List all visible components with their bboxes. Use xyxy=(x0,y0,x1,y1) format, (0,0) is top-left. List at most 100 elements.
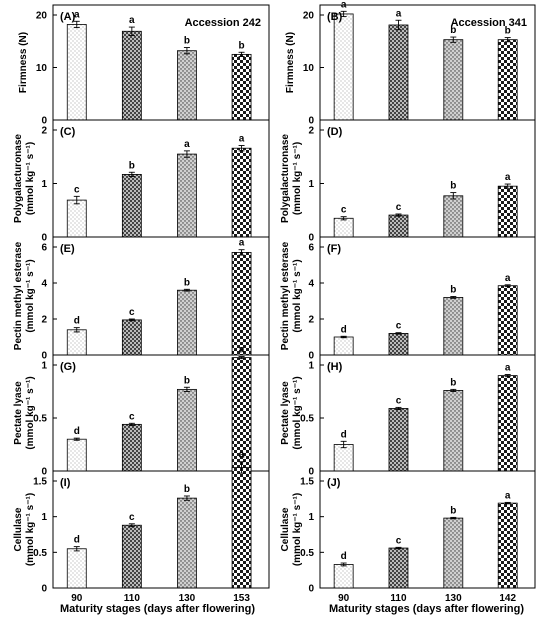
significance-letter: b xyxy=(505,26,511,37)
y-tick-label: 0 xyxy=(308,233,314,244)
y-tick-label: 4 xyxy=(41,279,47,290)
panel-h: 0 0.5 1 d c b a (H) Pectate lyase (mmol kg⁻¹ s⁻¹) xyxy=(280,354,536,478)
bar xyxy=(388,332,409,356)
significance-letter: a xyxy=(396,8,402,19)
significance-letter: d xyxy=(74,316,80,327)
significance-letter: c xyxy=(396,395,402,406)
y-tick-label: 0 xyxy=(41,584,47,595)
panel-i: 0 0.5 1 1.5 d 90 c 110 b 130 a 153 (I) Cellulase (mmol… xyxy=(13,450,270,604)
bar xyxy=(121,524,142,589)
bar xyxy=(443,390,464,472)
significance-letter: b xyxy=(450,377,456,388)
significance-letter: b xyxy=(184,277,190,288)
y-axis-title: Pectin methyl esterase xyxy=(13,241,24,350)
y-tick-label: 10 xyxy=(36,63,48,74)
x-tick-label: 90 xyxy=(338,593,350,604)
panel-c: 0 1 2 c b a a (C) Polygalacturonase (mmol kg⁻¹ s⁻… xyxy=(13,119,270,244)
y-axis-title: Pectin methyl esterase xyxy=(280,241,291,350)
x-tick-label: 110 xyxy=(124,593,141,604)
y-axis-unit: (mmol kg⁻¹ s⁻¹) xyxy=(25,259,36,332)
significance-letter: b xyxy=(450,181,456,192)
y-tick-label: 0 xyxy=(41,233,47,244)
bar xyxy=(333,444,354,472)
significance-letter: c xyxy=(129,411,135,422)
significance-letter: b xyxy=(184,36,190,47)
bar xyxy=(497,39,518,121)
bar xyxy=(388,214,409,238)
y-axis-unit: (mmol kg⁻¹ s⁻¹) xyxy=(25,376,36,449)
significance-letter: d xyxy=(74,426,80,437)
y-axis-title: Cellulase xyxy=(280,507,291,551)
y-tick-label: 1 xyxy=(308,512,314,523)
bar xyxy=(66,329,87,356)
bar xyxy=(177,289,197,356)
panel-label: (I) xyxy=(60,477,71,489)
bar xyxy=(121,30,142,121)
significance-letter: b xyxy=(239,40,245,51)
bar xyxy=(443,517,464,589)
bar xyxy=(231,467,252,589)
bar xyxy=(388,547,409,589)
panel-label: (D) xyxy=(327,126,343,138)
bar xyxy=(177,50,197,121)
y-tick-label: 0.5 xyxy=(33,548,47,559)
y-axis-title: Cellulase xyxy=(13,507,24,551)
significance-letter: c xyxy=(129,307,135,318)
bar xyxy=(333,564,354,589)
bar xyxy=(231,251,252,356)
x-tick-label: 130 xyxy=(445,593,462,604)
y-axis-unit: (mmol kg⁻¹ s⁻¹) xyxy=(292,493,303,566)
y-tick-label: 0 xyxy=(41,467,47,478)
bar xyxy=(333,217,354,238)
significance-letter: a xyxy=(239,238,245,249)
x-tick-label: 90 xyxy=(71,593,83,604)
significance-letter: a xyxy=(239,345,245,356)
y-tick-label: 1 xyxy=(41,179,47,190)
bar xyxy=(497,502,518,589)
y-tick-label: 0 xyxy=(308,116,314,127)
bar xyxy=(66,199,87,238)
y-tick-label: 0 xyxy=(308,351,314,362)
y-axis-title: Firmness (N) xyxy=(18,32,29,93)
significance-letter: b xyxy=(450,25,456,36)
y-tick-label: 1.5 xyxy=(300,477,314,488)
panel-e: 0 2 4 6 d c b a (E) Pectin methyl esterase (mmol k… xyxy=(13,236,270,362)
significance-letter: a xyxy=(505,490,511,501)
y-tick-label: 10 xyxy=(303,63,315,74)
y-axis-title: Polygalacturonase xyxy=(280,134,291,223)
bar xyxy=(333,336,354,356)
y-tick-label: 1.5 xyxy=(33,477,47,488)
y-tick-label: 6 xyxy=(41,243,47,254)
y-tick-label: 2 xyxy=(41,315,47,326)
x-tick-label: 153 xyxy=(233,593,250,604)
significance-letter: b xyxy=(450,505,456,516)
x-tick-label: 130 xyxy=(179,593,196,604)
significance-letter: a xyxy=(341,0,347,10)
significance-letter: b xyxy=(129,160,135,171)
y-tick-label: 6 xyxy=(308,243,314,254)
y-tick-label: 20 xyxy=(36,11,48,22)
y-tick-label: 20 xyxy=(303,11,315,22)
y-axis-title: Pectate lyase xyxy=(13,381,24,445)
bar xyxy=(443,296,464,356)
panel-b: 0 10 20 a a b b (B) Accession 341 Firmness (N) xyxy=(285,0,536,127)
bar xyxy=(443,39,464,121)
panel-label: (E) xyxy=(60,243,75,255)
y-tick-label: 1 xyxy=(308,179,314,190)
bar xyxy=(177,388,197,472)
panel-label: (F) xyxy=(327,243,341,255)
bar xyxy=(121,174,142,238)
y-axis-unit: (mmol kg⁻¹ s⁻¹) xyxy=(25,142,36,215)
significance-letter: a xyxy=(505,172,511,183)
y-axis-title: Firmness (N) xyxy=(285,32,296,93)
y-axis-title: Pectate lyase xyxy=(280,381,291,445)
bar xyxy=(66,548,87,589)
y-tick-label: 0 xyxy=(308,584,314,595)
bar xyxy=(333,13,354,121)
y-tick-label: 0.5 xyxy=(300,414,314,425)
panel-label: (H) xyxy=(327,361,343,373)
y-tick-label: 2 xyxy=(308,315,314,326)
y-tick-label: 1 xyxy=(41,361,47,372)
bar xyxy=(66,24,87,121)
